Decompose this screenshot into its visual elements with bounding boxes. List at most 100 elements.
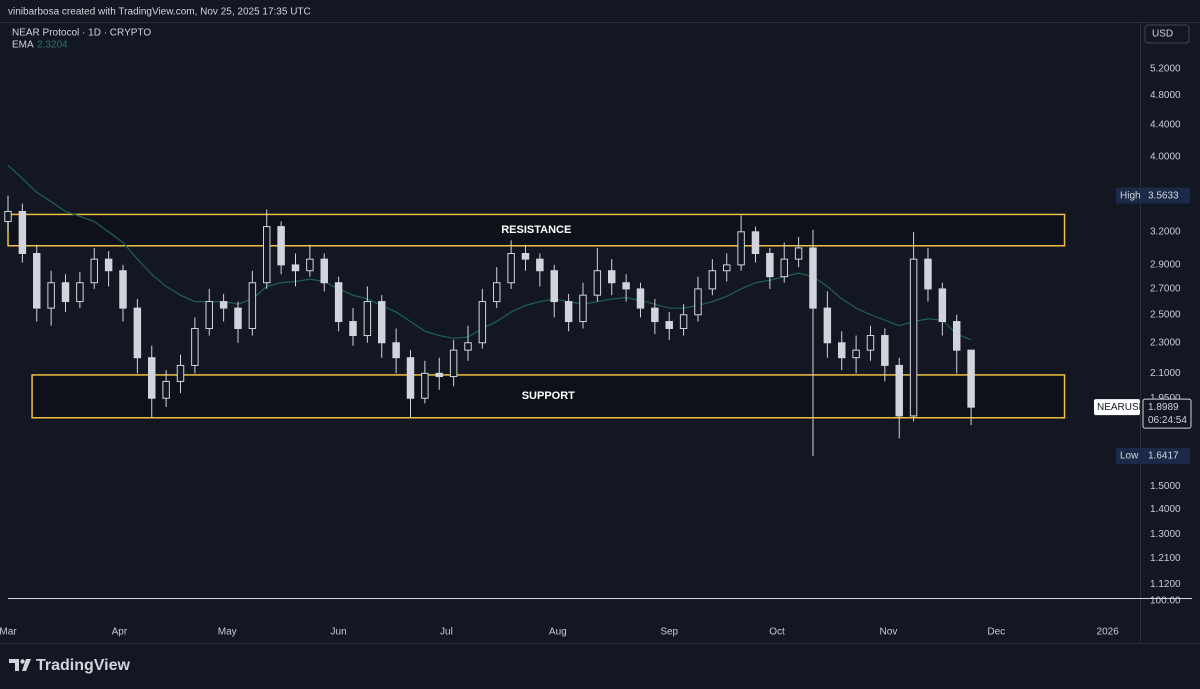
- x-tick-label: Apr: [112, 627, 128, 638]
- candle-body: [349, 321, 357, 337]
- candle-body: [406, 357, 415, 399]
- candle-body: [176, 364, 185, 382]
- y-tick-label: 2.9000: [1150, 260, 1181, 271]
- high-tag-value: 3.5633: [1148, 190, 1179, 201]
- candle-body: [90, 258, 98, 284]
- candle-body: [306, 258, 314, 272]
- plot-area: RESISTANCE SUPPORT: [4, 164, 1066, 457]
- y-tick-label: 2.5000: [1150, 309, 1181, 320]
- x-tick-label: 2026: [1097, 627, 1120, 638]
- y-tick-label: 4.0000: [1150, 151, 1181, 162]
- zone: [7, 213, 1066, 247]
- currency[interactable]: USD: [1152, 29, 1173, 40]
- y-tick-label: 5.2000: [1150, 63, 1181, 74]
- candle-body: [938, 288, 947, 323]
- zone: [31, 374, 1066, 419]
- candle-body: [449, 349, 458, 378]
- candle-body: [291, 264, 300, 272]
- candle-body: [234, 307, 242, 329]
- candle-body: [205, 301, 213, 329]
- candle-body: [737, 231, 745, 266]
- candle-body: [219, 301, 228, 309]
- candle-body: [967, 349, 975, 408]
- candle-body: [320, 258, 328, 284]
- candle-body: [881, 335, 889, 366]
- high-tag-label: High: [1120, 190, 1141, 201]
- candle-body: [564, 301, 573, 323]
- x-tick-label: Jul: [440, 627, 453, 638]
- candle-body: [421, 372, 429, 399]
- y-tick-label: 1.1200: [1150, 579, 1181, 590]
- candle-body: [162, 380, 170, 399]
- candle-body: [392, 342, 400, 359]
- candle-body: [191, 327, 199, 366]
- x-tick-label: Jun: [331, 627, 347, 638]
- candle-body: [665, 321, 673, 329]
- candle-body: [363, 301, 372, 337]
- candle-body: [507, 252, 515, 284]
- zone-label: SUPPORT: [522, 390, 575, 402]
- candle-body: [722, 264, 731, 272]
- candle-body: [334, 282, 343, 323]
- candle-body: [593, 270, 602, 296]
- y-tick-label: 1.9500: [1150, 393, 1181, 404]
- x-tick-label: Mar: [0, 627, 17, 638]
- candle-body: [61, 282, 70, 303]
- candle-body: [607, 270, 616, 284]
- candle-body: [809, 247, 817, 309]
- last-price-bg: [1142, 398, 1192, 429]
- y-tick-label: 1.2100: [1150, 553, 1181, 564]
- candle-body: [148, 357, 156, 399]
- candle-body: [751, 231, 760, 254]
- candle-body: [837, 342, 846, 359]
- candle-body: [852, 349, 860, 359]
- candle-body: [579, 294, 587, 323]
- candle-body: [4, 210, 12, 222]
- y-tick-label: 4.4000: [1150, 119, 1181, 130]
- countdown: 06:24:54: [1148, 415, 1187, 426]
- ema-value: 2.3204: [37, 40, 68, 51]
- candle-body: [33, 252, 41, 309]
- ticker-bg: [1094, 399, 1140, 416]
- x-tick-label: Nov: [880, 627, 898, 638]
- candle-body: [464, 342, 472, 351]
- candle-body: [133, 307, 142, 359]
- y-tick-label: 3.2000: [1150, 226, 1181, 237]
- ema-name: EMA: [12, 40, 34, 51]
- candle-body: [435, 372, 443, 378]
- candle-body: [277, 226, 285, 266]
- currency-box[interactable]: [1144, 24, 1190, 44]
- candle-body: [909, 258, 918, 417]
- candle-body: [550, 270, 558, 303]
- x-tick-label: Oct: [769, 627, 785, 638]
- candle-body: [119, 270, 127, 309]
- candle-body: [622, 282, 630, 290]
- symbol: NEAR Protocol · 1D · CRYPTO: [12, 28, 151, 39]
- zone-label: RESISTANCE: [501, 224, 571, 236]
- ticker: NEARUSD: [1097, 402, 1146, 413]
- candle-body: [76, 282, 84, 303]
- y-tick-label: 2.1000: [1150, 368, 1181, 379]
- candle-body: [866, 335, 875, 351]
- candle-body: [536, 258, 544, 272]
- candle-body: [104, 258, 113, 272]
- brand-logo: [9, 659, 31, 671]
- candle-body: [766, 252, 774, 278]
- x-tick-label: Aug: [549, 627, 567, 638]
- candle-body: [478, 301, 487, 344]
- x-tick-label: May: [218, 627, 237, 638]
- y-tick-label: 1.4000: [1150, 504, 1181, 515]
- low-tag-value: 1.6417: [1148, 451, 1179, 462]
- candle-body: [679, 314, 688, 329]
- low-tag-bg: [1116, 448, 1190, 465]
- brand: TradingView: [36, 657, 131, 674]
- candle-body: [636, 288, 645, 309]
- y-tick-label: 1.5000: [1150, 481, 1181, 492]
- pane-scale-label: 100.00: [1150, 596, 1181, 607]
- candle-body: [378, 301, 386, 344]
- candle-body: [47, 282, 55, 309]
- x-tick-label: Sep: [660, 627, 678, 638]
- candle-body: [895, 364, 903, 417]
